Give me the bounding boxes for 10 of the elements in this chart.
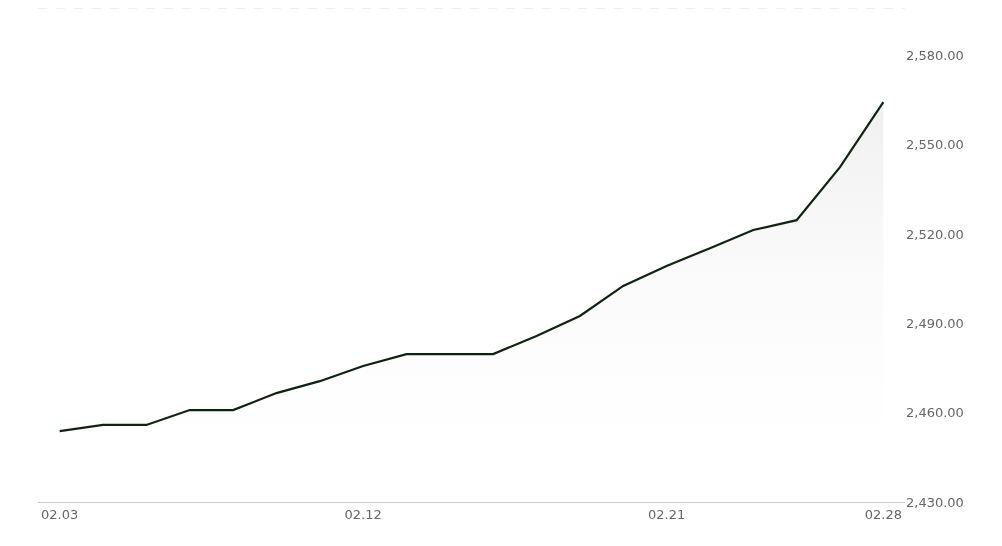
y-tick-label: 2,430.00 <box>906 494 964 510</box>
x-tick-label: 02.12 <box>344 506 382 522</box>
x-tick-label: 02.03 <box>41 506 79 522</box>
y-tick-label: 2,550.00 <box>906 137 964 153</box>
x-tick-label: 02.21 <box>647 506 686 522</box>
y-tick-label: 2,580.00 <box>906 48 964 64</box>
y-tick-label: 2,490.00 <box>906 316 964 331</box>
y-tick-label: 2,460.00 <box>906 405 964 421</box>
y-tick-label: 2,520.00 <box>906 226 964 242</box>
x-tick-label: 02.28 <box>864 506 902 522</box>
